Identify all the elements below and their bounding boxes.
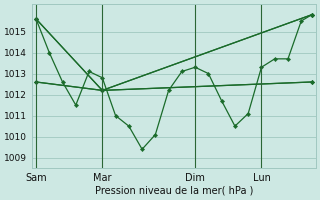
X-axis label: Pression niveau de la mer( hPa ): Pression niveau de la mer( hPa ) bbox=[95, 186, 253, 196]
